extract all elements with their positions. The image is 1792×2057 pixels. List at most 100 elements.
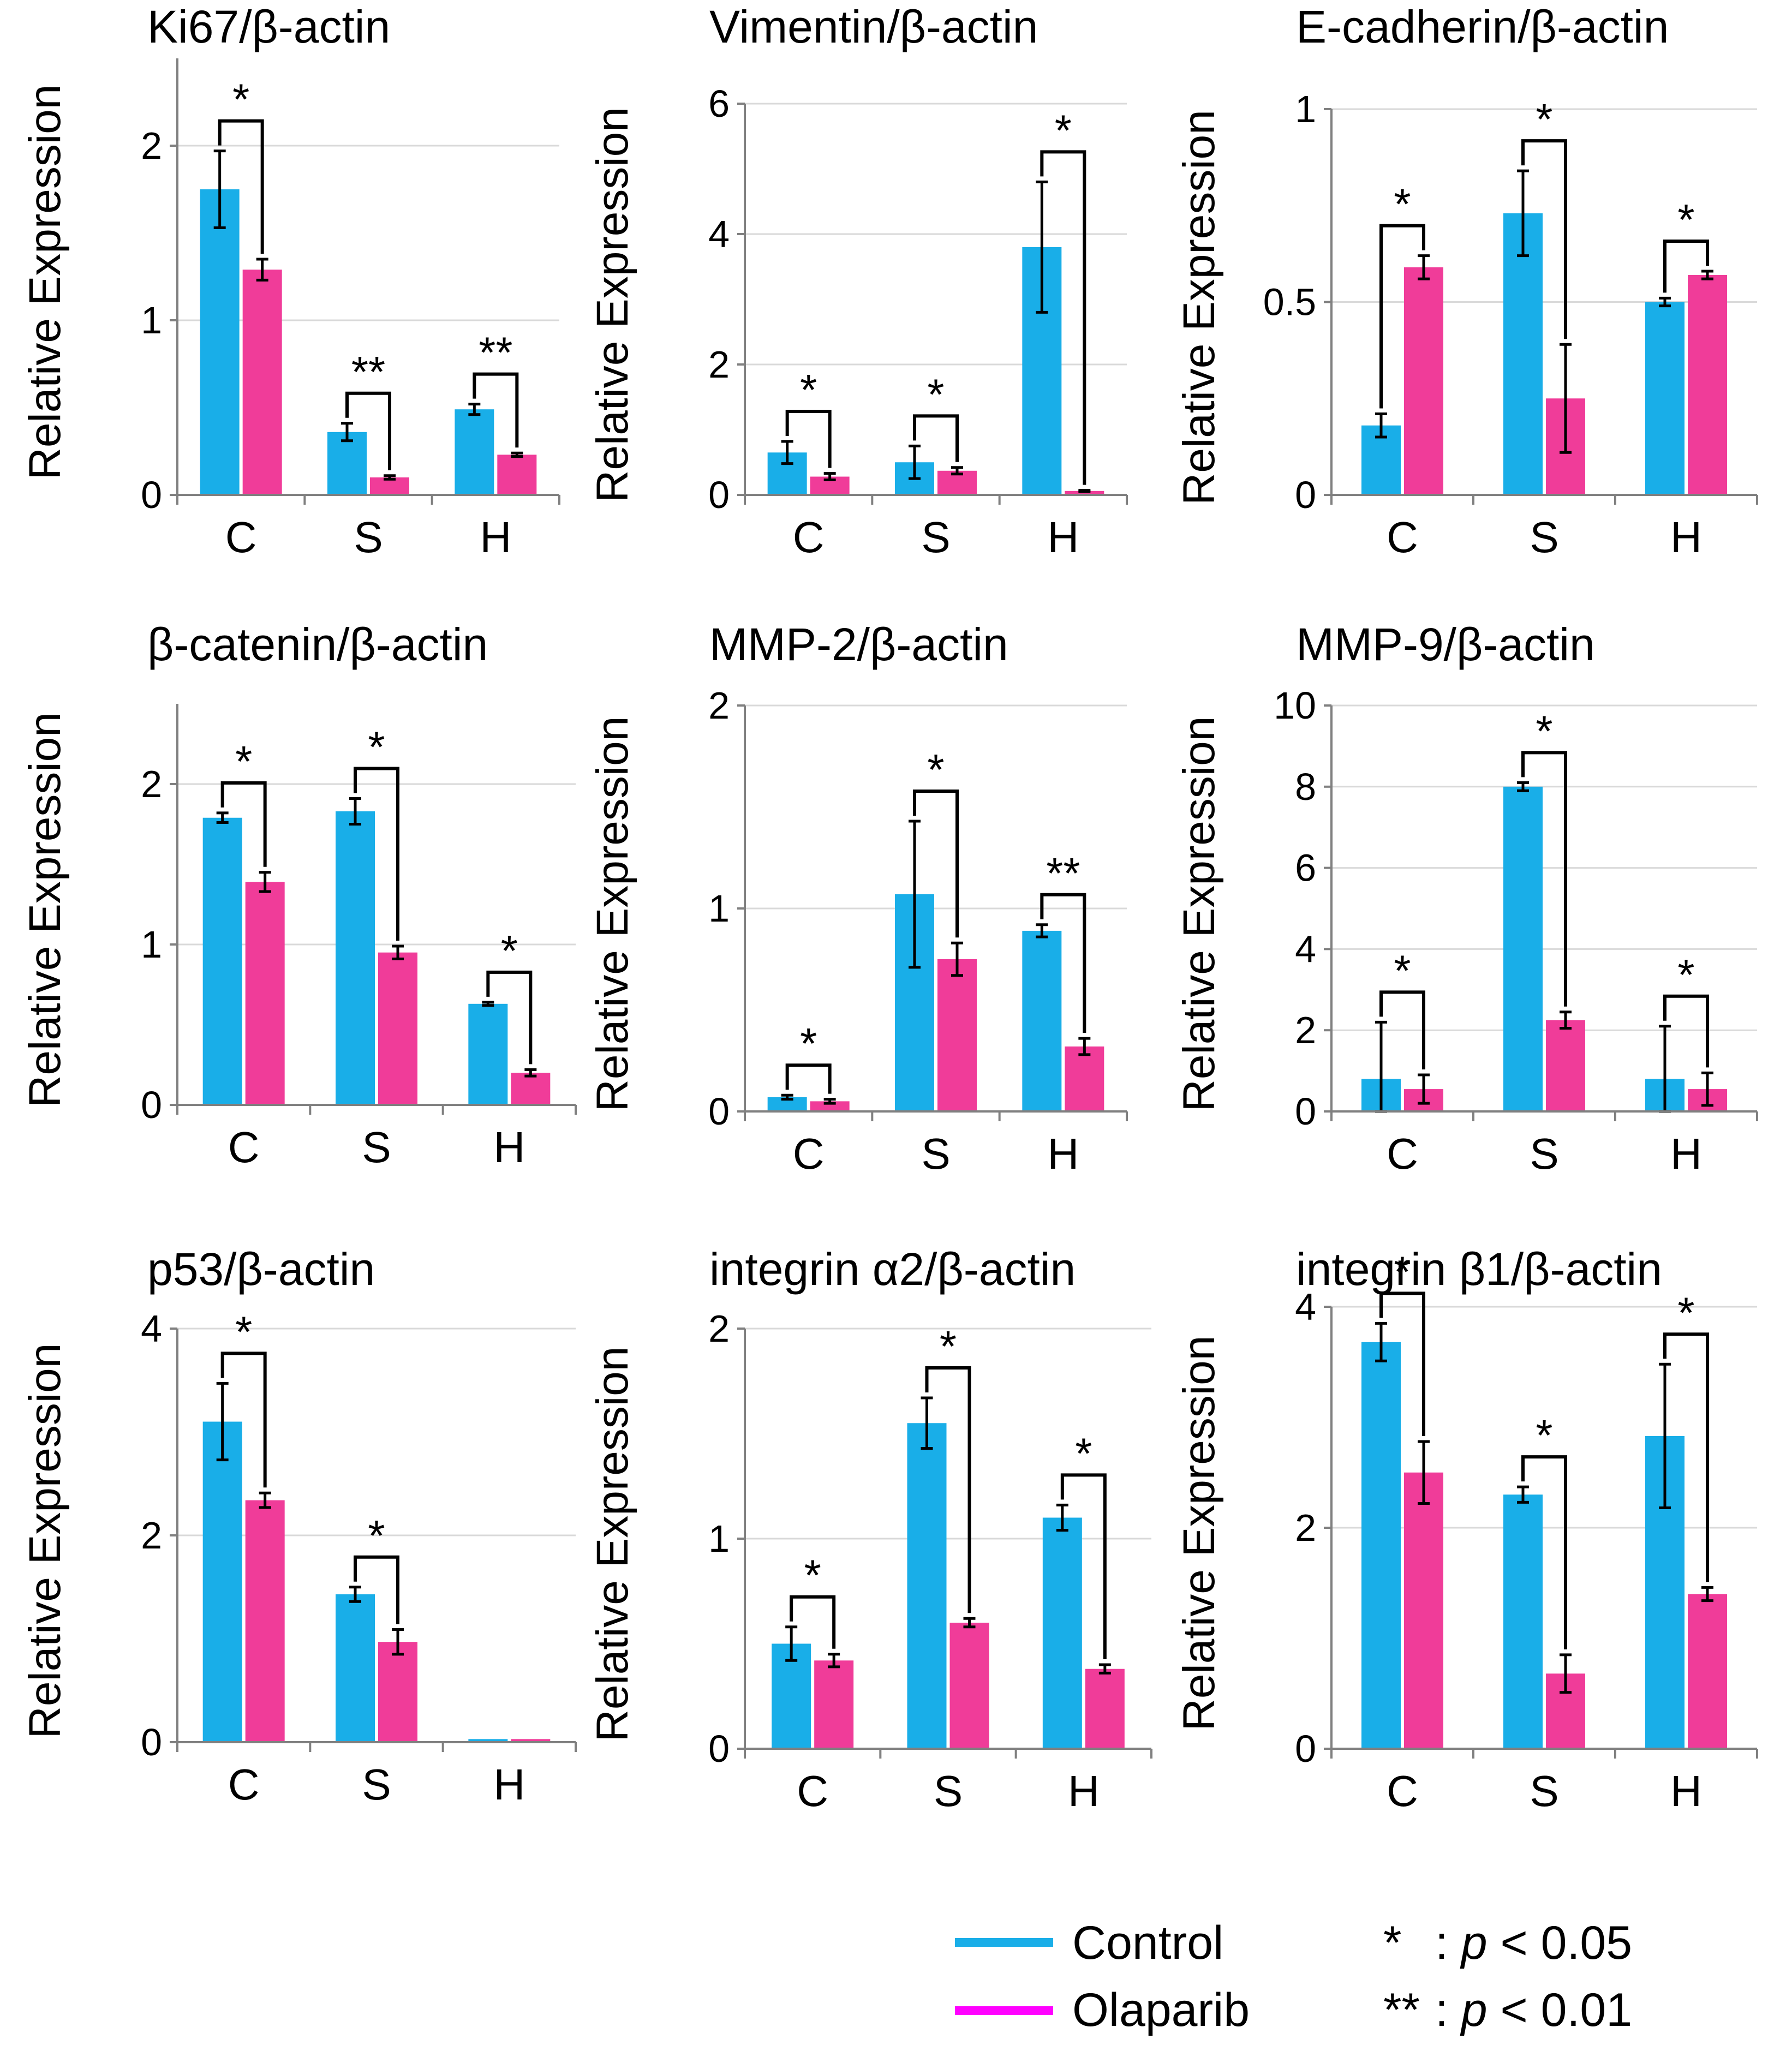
- chart-title: MMP-9/β-actin: [1296, 619, 1595, 670]
- x-tick-label: H: [493, 1760, 525, 1809]
- bar-olaparib: [1688, 275, 1727, 495]
- significance-label: *: [1394, 180, 1411, 229]
- significance-bracket: [1379, 1291, 1425, 1437]
- significance-label: **: [1046, 849, 1080, 898]
- significance-label: *: [804, 1551, 821, 1600]
- significance-label: *: [940, 1322, 957, 1371]
- chart-panel: p53/β-actin Relative Expression 0 2 4 C * S * H: [20, 1243, 577, 1809]
- significance-label: *: [235, 737, 252, 786]
- significance-label: *: [1677, 195, 1694, 244]
- significance-label: *: [1394, 1247, 1411, 1296]
- x-tick-label: S: [1530, 1129, 1558, 1178]
- bar-olaparib: [245, 1500, 285, 1742]
- x-tick-label: H: [493, 1123, 525, 1171]
- y-tick-label: 0: [141, 474, 162, 516]
- y-axis-label: Relative Expression: [20, 85, 70, 480]
- bar-olaparib: [1404, 267, 1443, 495]
- significance-bracket: [913, 414, 959, 462]
- significance-label: *: [368, 722, 385, 771]
- bar-olaparib: [511, 1073, 551, 1105]
- x-tick-label: H: [1047, 1129, 1079, 1178]
- y-tick-label: 0: [1295, 1090, 1316, 1133]
- chart-panel: MMP-2/β-actin Relative Expression 0 1 2 C * S * H…: [588, 619, 1128, 1178]
- chart-panel: E-cadherin/β-actin Relative Expression 0 0.…: [1174, 1, 1758, 561]
- bar-control: [907, 1423, 947, 1749]
- y-tick-label: 0: [708, 1727, 730, 1770]
- y-axis-label: Relative Expression: [20, 1343, 70, 1739]
- x-tick-label: S: [354, 513, 383, 561]
- significance-bracket: [1663, 994, 1709, 1068]
- chart-panel: integrin α2/β-actin Relative Expression 0 1…: [588, 1243, 1152, 1815]
- bar-olaparib: [242, 270, 282, 495]
- x-tick-label: S: [1530, 1767, 1558, 1815]
- significance-label: *: [800, 366, 817, 414]
- significance-bracket: [345, 391, 391, 470]
- x-tick-label: C: [793, 513, 825, 561]
- x-tick-label: S: [934, 1767, 963, 1815]
- y-tick-label: 0.5: [1263, 281, 1316, 324]
- y-tick-label: 8: [1295, 766, 1316, 808]
- legend-sig2-text: : p < 0.01: [1435, 1984, 1632, 2036]
- x-tick-label: H: [1670, 513, 1702, 561]
- significance-label: *: [1536, 707, 1552, 755]
- bar-olaparib: [1688, 1594, 1727, 1749]
- y-tick-label: 1: [141, 923, 162, 966]
- x-tick-label: H: [1670, 1129, 1702, 1178]
- chart-title: β-catenin/β-actin: [147, 619, 488, 670]
- y-tick-label: 0: [141, 1084, 162, 1126]
- bar-control: [202, 817, 242, 1105]
- significance-bracket: [785, 1063, 832, 1094]
- y-axis-label: Relative Expression: [20, 712, 70, 1108]
- x-tick-label: C: [225, 513, 257, 561]
- significance-bracket: [354, 767, 399, 941]
- significance-label: *: [1394, 946, 1411, 995]
- significance-bracket: [1379, 224, 1425, 409]
- legend-olaparib-label: Olaparib: [1072, 1984, 1250, 2036]
- significance-label: *: [232, 75, 249, 124]
- chart-title: Vimentin/β-actin: [709, 1, 1038, 52]
- x-tick-label: H: [1047, 513, 1079, 561]
- legend-sig1-text: : p < 0.05: [1435, 1917, 1632, 1969]
- significance-label: *: [1055, 106, 1072, 154]
- significance-bracket: [1379, 990, 1425, 1070]
- x-tick-label: C: [1387, 1129, 1418, 1178]
- y-tick-label: 4: [1295, 928, 1316, 970]
- x-tick-label: S: [921, 1129, 950, 1178]
- chart-title: integrin β1/β-actin: [1296, 1243, 1662, 1295]
- bar-control: [1503, 213, 1543, 495]
- y-tick-label: 1: [1295, 88, 1316, 130]
- y-tick-label: 6: [708, 82, 730, 125]
- bar-control: [1503, 1494, 1543, 1749]
- chart-panel: integrin β1/β-actin Relative Expression 0 2…: [1174, 1243, 1758, 1815]
- bar-olaparib: [949, 1623, 989, 1749]
- significance-label: *: [927, 745, 944, 794]
- significance-bracket: [1521, 751, 1567, 1007]
- x-tick-label: C: [228, 1123, 260, 1171]
- y-tick-label: 4: [1295, 1285, 1316, 1328]
- bar-olaparib: [1085, 1669, 1125, 1749]
- y-tick-label: 2: [708, 343, 730, 386]
- y-tick-label: 0: [1295, 1727, 1316, 1770]
- y-tick-label: 2: [708, 684, 730, 727]
- x-tick-label: H: [1670, 1767, 1702, 1815]
- bar-control: [327, 432, 367, 495]
- y-axis-label: Relative Expression: [588, 1347, 637, 1742]
- significance-bracket: [486, 970, 533, 1065]
- y-axis-label: Relative Expression: [1174, 110, 1224, 505]
- significance-bracket: [1040, 150, 1086, 485]
- bar-control: [200, 189, 240, 495]
- significance-label: *: [927, 370, 944, 418]
- bar-olaparib: [814, 1660, 854, 1749]
- x-tick-label: S: [362, 1760, 391, 1809]
- significance-bracket: [1663, 239, 1709, 293]
- y-tick-label: 0: [708, 474, 730, 516]
- significance-label: *: [1677, 950, 1694, 999]
- significance-bracket: [1060, 1473, 1107, 1659]
- y-tick-label: 2: [141, 1514, 162, 1557]
- y-axis-label: Relative Expression: [1174, 716, 1224, 1112]
- significance-label: *: [1536, 1411, 1552, 1460]
- y-tick-label: 4: [141, 1307, 162, 1350]
- legend-sig1-stars: *: [1383, 1917, 1401, 1969]
